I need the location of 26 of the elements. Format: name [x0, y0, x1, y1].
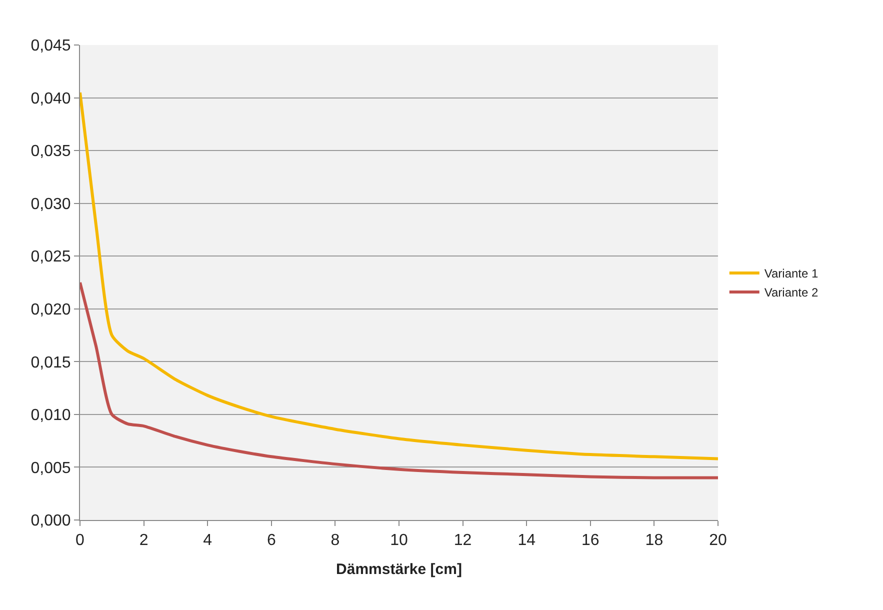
x-tick-label: 6 [266, 532, 276, 550]
line-series [80, 281, 718, 480]
y-tick-label: 0,000 [30, 512, 71, 530]
y-tick-label: 0,045 [30, 38, 71, 55]
y-tick-label: 0,020 [30, 301, 71, 318]
x-tick-label: 0 [76, 532, 85, 550]
x-tick-label: 12 [454, 532, 472, 550]
x-tick-label: 20 [709, 532, 727, 550]
x-tick-label: 16 [582, 532, 600, 550]
y-tick-label: 0,015 [30, 354, 71, 372]
legend-label: Variante 1 [764, 266, 819, 281]
y-tick-label: 0,035 [30, 143, 71, 160]
legend-label: Variante 2 [764, 286, 819, 300]
y-tick-label: 0,030 [30, 196, 71, 213]
x-tick-label: 2 [139, 532, 148, 550]
y-tick-label: 0,010 [30, 407, 71, 424]
x-tick-label: 8 [330, 532, 340, 550]
x-tick-label: 14 [518, 532, 536, 550]
y-tick-label: 0,005 [30, 460, 71, 477]
x-axis-title: Dämmstärke [cm] [336, 561, 462, 578]
x-tick-label: 18 [645, 532, 664, 550]
x-tick-label: 10 [390, 532, 408, 550]
line-series [80, 91, 718, 460]
y-tick-label: 0,040 [30, 90, 71, 108]
x-tick-label: 4 [203, 532, 212, 550]
y-tick-label: 0,025 [30, 248, 71, 266]
